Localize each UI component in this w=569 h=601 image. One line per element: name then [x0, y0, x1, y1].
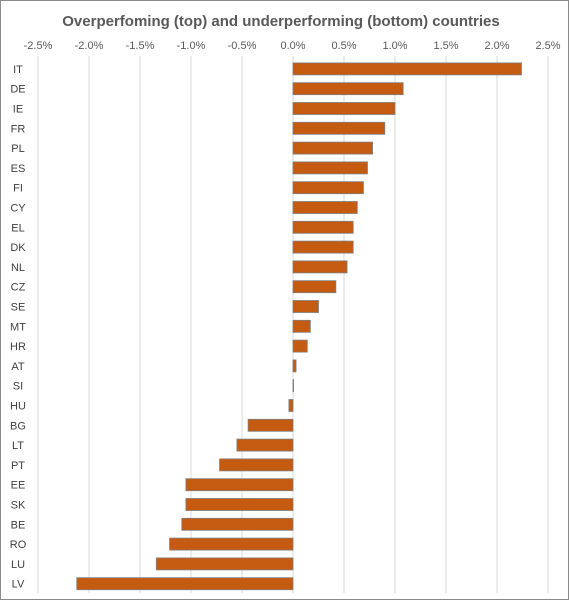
bar-ie [292, 102, 396, 115]
bar-sk [185, 498, 294, 511]
bar-ee [185, 478, 294, 492]
y-axis-category-labels: IT DE IE FR PL ES FI CY EL DK NL CZ SE MT HR AT SI HU BG LT… [10, 64, 27, 591]
bar-mt [292, 319, 311, 333]
category-label-ee: EE [11, 480, 26, 492]
category-label-el: EL [11, 222, 24, 234]
bar-pt [219, 458, 294, 472]
category-label-ie: IE [13, 104, 23, 116]
x-tick-label: -1.0% [177, 40, 206, 52]
x-tick-label: -2.0% [75, 40, 104, 52]
bar-cy [292, 201, 358, 214]
category-label-ro: RO [10, 539, 27, 551]
category-label-cy: CY [10, 203, 26, 215]
category-label-si: SI [13, 381, 23, 393]
category-label-pl: PL [11, 143, 24, 155]
bar-hr [292, 339, 308, 353]
category-label-at: AT [11, 361, 25, 373]
category-label-lv: LV [12, 579, 25, 591]
category-label-fi: FI [13, 183, 23, 195]
bar-si [292, 379, 295, 393]
x-tick-label: 2.0% [484, 40, 509, 52]
bar-at [292, 359, 297, 373]
category-label-hu: HU [10, 401, 26, 413]
bar-lu [155, 557, 294, 571]
bar-dk [292, 240, 354, 254]
x-tick-label: 2.5% [535, 40, 560, 52]
x-tick-label: 1.0% [382, 40, 407, 52]
bar-lt [236, 438, 294, 452]
bar-pl [292, 141, 373, 155]
category-label-nl: NL [11, 262, 25, 274]
category-label-lt: LT [12, 440, 24, 452]
category-label-lu: LU [11, 559, 25, 571]
x-tick-label: -1.5% [126, 40, 155, 52]
category-label-de: DE [10, 84, 25, 96]
category-label-es: ES [11, 163, 26, 175]
category-label-mt: MT [10, 321, 26, 333]
bar-fi [292, 181, 364, 195]
bar-bg [247, 418, 294, 432]
category-label-cz: CZ [11, 282, 26, 294]
x-axis-tick-labels: -2.5% -2.0% -1.5% -1.0% -0.5% 0.0% 0.5% 1.0% 1.5… [24, 40, 561, 52]
x-tick-label: -2.5% [24, 40, 53, 52]
category-label-se: SE [11, 302, 26, 314]
x-tick-label: 0.5% [331, 40, 356, 52]
bar-nl [292, 260, 348, 274]
category-label-it: IT [13, 64, 23, 76]
x-tick-label: 0.0% [280, 40, 305, 52]
category-label-bg: BG [10, 420, 26, 432]
category-label-hr: HR [10, 341, 26, 353]
bar-cz [292, 280, 337, 294]
category-label-be: BE [11, 519, 26, 531]
bar-es [292, 161, 368, 175]
bar-fr [292, 121, 386, 135]
category-label-pt: PT [11, 460, 25, 472]
chart-title: Overperfoming (top) and underperforming … [62, 13, 500, 30]
category-label-dk: DK [10, 242, 26, 254]
x-tick-label: 1.5% [433, 40, 458, 52]
x-tick-label: -0.5% [228, 40, 257, 52]
bar-hu [288, 399, 294, 412]
bar-it [292, 62, 522, 76]
category-label-fr: FR [11, 123, 26, 135]
bar-el [292, 220, 354, 234]
bar-be [181, 517, 294, 531]
bar-se [292, 300, 319, 313]
bar-de [292, 82, 404, 96]
bars [76, 62, 522, 591]
bar-lv [76, 577, 294, 591]
bar-ro [169, 537, 294, 551]
category-label-sk: SK [11, 500, 26, 512]
